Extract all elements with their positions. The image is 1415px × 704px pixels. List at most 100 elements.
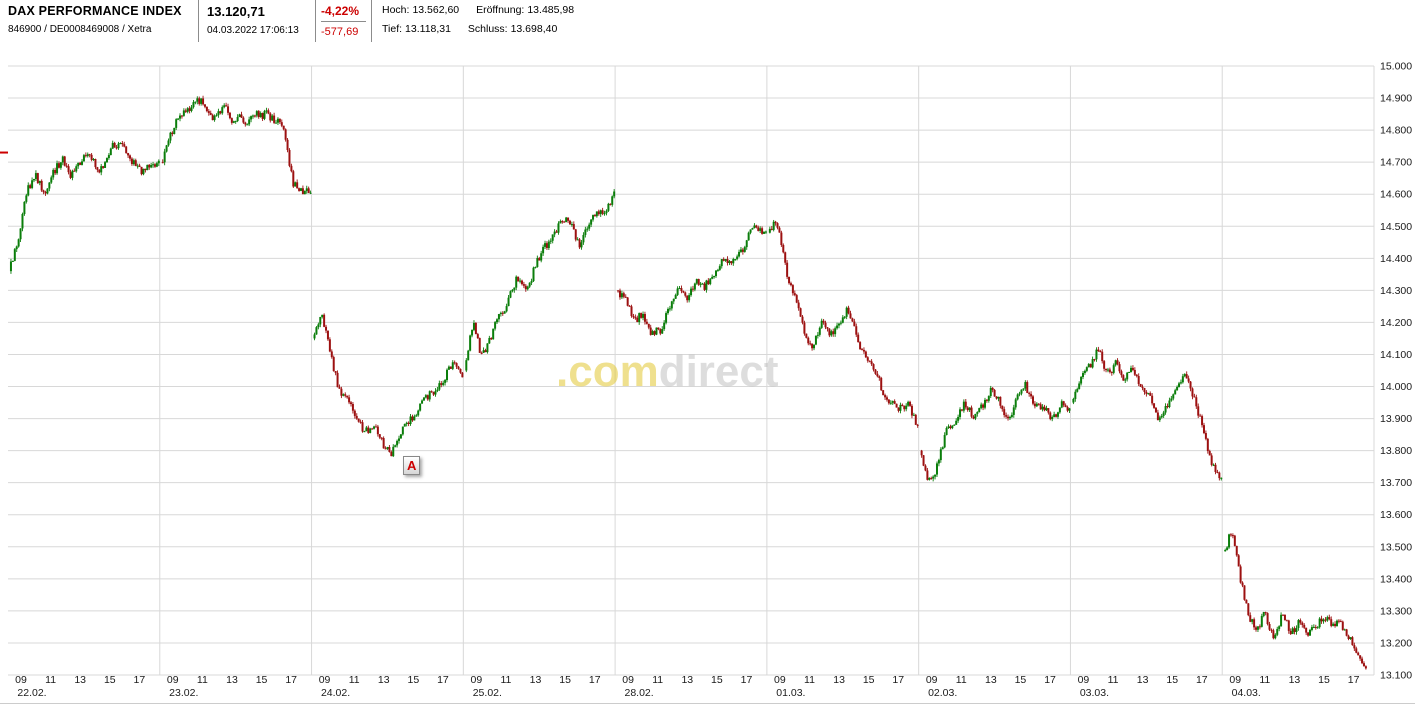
hoch-value: 13.562,60 — [412, 4, 460, 16]
candle-body — [828, 328, 831, 336]
candle-body — [421, 400, 424, 404]
candle-body — [757, 227, 760, 231]
candle-body — [242, 117, 245, 123]
candle-body — [703, 283, 706, 290]
candle-body — [519, 280, 522, 282]
candle-body — [1335, 620, 1338, 627]
candle-body — [1241, 582, 1244, 586]
candle-body — [724, 259, 727, 261]
candle-body — [814, 335, 817, 345]
candle-body — [624, 296, 627, 298]
candle-body — [1334, 623, 1337, 627]
x-axis-time-label: 11 — [349, 674, 360, 686]
candle-body — [1276, 628, 1279, 635]
chart-area[interactable]: 15.000 14.900 14.800 14.700 14.600 14.500 14.4… — [0, 55, 1415, 704]
candle-body — [399, 434, 402, 439]
x-axis-time-label: 11 — [500, 674, 511, 686]
candle-body — [265, 110, 268, 112]
candle-body — [697, 279, 700, 285]
x-axis-time-label: 17 — [1044, 674, 1056, 686]
candle-body — [100, 166, 103, 173]
y-axis-label: 15.000 — [1380, 61, 1412, 73]
candle-body — [405, 422, 408, 424]
candle-body — [720, 259, 723, 267]
candle-body — [484, 350, 487, 353]
candle-body — [115, 147, 118, 149]
instrument-identifiers: 846900 / DE0008469008 / Xetra — [8, 24, 152, 35]
candle-body — [426, 395, 429, 400]
candle-body — [1318, 618, 1321, 628]
candle-body — [1310, 627, 1313, 630]
x-axis-time-label: 13 — [833, 674, 845, 686]
candle-body — [482, 350, 485, 353]
candle-body — [1145, 391, 1148, 394]
candle-body — [1253, 619, 1256, 628]
candle-body — [834, 328, 837, 335]
candle-body — [455, 363, 458, 367]
schluss-value: 13.698,40 — [510, 23, 558, 35]
candle-body — [676, 288, 679, 295]
candle-body — [488, 338, 491, 344]
candle-body — [1251, 619, 1254, 622]
candlestick-chart[interactable]: 15.000 14.900 14.800 14.700 14.600 14.500 14.4… — [0, 55, 1415, 704]
candle-body — [1270, 629, 1273, 631]
candle-body — [741, 249, 744, 252]
annotation-marker-a[interactable]: A — [403, 456, 421, 476]
candle-body — [219, 111, 222, 114]
candle-body — [209, 112, 212, 115]
candle-body — [1214, 464, 1217, 472]
candle-body — [861, 349, 864, 351]
candle-body — [267, 110, 270, 114]
candle-body — [1202, 425, 1205, 434]
candle-body — [945, 428, 948, 436]
candle-body — [803, 322, 806, 334]
candle-body — [1064, 405, 1067, 407]
candle-body — [711, 276, 714, 279]
candle-body — [649, 327, 652, 335]
candle-body — [1285, 620, 1288, 622]
candle-body — [1220, 477, 1223, 479]
y-axis-label: 14.000 — [1380, 381, 1412, 393]
candle-body — [799, 308, 802, 317]
candle-body — [1060, 401, 1063, 408]
x-axis-time-label: 17 — [741, 674, 753, 686]
candle-body — [1309, 629, 1312, 636]
candle-body — [1049, 412, 1052, 420]
y-axis-label: 14.500 — [1380, 221, 1412, 233]
candle-body — [997, 396, 1000, 399]
candle-body — [557, 223, 560, 233]
candle-body — [907, 401, 910, 406]
candle-body — [851, 318, 854, 322]
candle-body — [359, 421, 362, 423]
candle-body — [1166, 406, 1169, 408]
candle-body — [811, 343, 814, 349]
candle-body — [657, 327, 660, 330]
candle-body — [71, 170, 74, 178]
candle-body — [780, 232, 783, 246]
candle-body — [916, 424, 919, 426]
candle-body — [542, 246, 545, 254]
candle-body — [1072, 398, 1075, 403]
candle-body — [84, 155, 87, 157]
change-percent: -4,22% — [321, 4, 366, 22]
candle-body — [876, 373, 879, 377]
candle-body — [513, 287, 516, 290]
candle-body — [499, 312, 502, 315]
candle-body — [1224, 550, 1227, 552]
candle-body — [1041, 406, 1044, 410]
candle-body — [424, 395, 427, 398]
candle-body — [57, 163, 60, 168]
candle-body — [67, 166, 70, 173]
candle-body — [695, 279, 698, 284]
candle-body — [1174, 390, 1177, 395]
candle-body — [1164, 406, 1167, 413]
candle-body — [1282, 614, 1285, 616]
candle-body — [1149, 393, 1152, 396]
candle-body — [1332, 623, 1335, 626]
candle-body — [924, 465, 927, 471]
candle-body — [1135, 374, 1138, 377]
candle-body — [901, 404, 904, 406]
candle-body — [1226, 547, 1229, 551]
candle-body — [517, 276, 520, 282]
